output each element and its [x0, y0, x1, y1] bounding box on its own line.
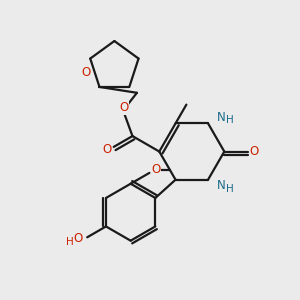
Text: N: N	[217, 179, 225, 192]
Text: O: O	[73, 232, 83, 245]
Text: O: O	[102, 143, 112, 156]
Text: O: O	[152, 163, 161, 176]
Text: H: H	[66, 237, 74, 247]
Text: N: N	[217, 111, 225, 124]
Text: O: O	[119, 101, 128, 114]
Text: O: O	[250, 145, 259, 158]
Text: O: O	[82, 66, 91, 79]
Text: H: H	[226, 115, 234, 125]
Text: H: H	[226, 184, 234, 194]
